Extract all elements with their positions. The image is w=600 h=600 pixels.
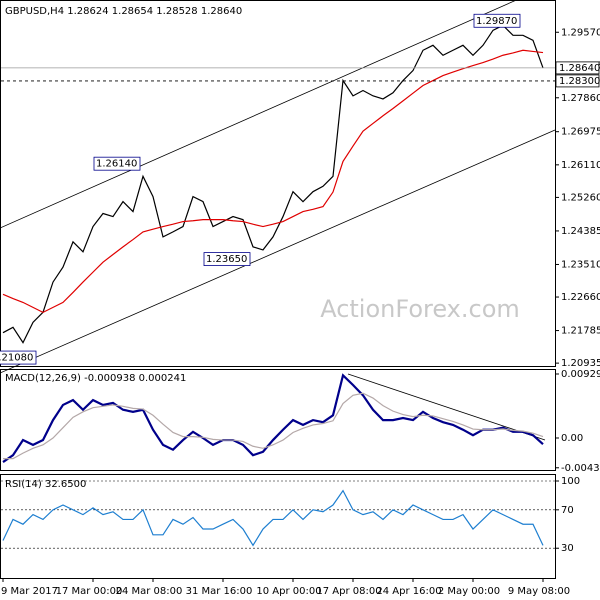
annotation: 1.23650 bbox=[206, 254, 247, 265]
x-tick-label: 24 Apr 16:00 bbox=[376, 586, 441, 597]
y-tick-label: 0.009296 bbox=[561, 369, 600, 380]
y-tick-label: 1.29570 bbox=[561, 27, 600, 38]
x-tick-label: 31 Mar 16:00 bbox=[186, 586, 253, 597]
y-tick-label: 1.22660 bbox=[561, 292, 600, 303]
price-tag: 1.28640 bbox=[559, 63, 600, 74]
x-tick-label: 10 Apr 00:00 bbox=[256, 586, 321, 597]
annotation-box bbox=[93, 156, 141, 171]
x-tick-label: 17 Apr 08:00 bbox=[316, 586, 381, 597]
x-tick-label: 9 May 08:00 bbox=[508, 586, 570, 597]
y-tick-label: 1.25260 bbox=[561, 192, 600, 203]
series-line bbox=[2, 49, 544, 314]
y-tick-label: 0.00 bbox=[561, 433, 583, 444]
y-tick-label: 1.26975 bbox=[561, 127, 600, 138]
macd-trendline bbox=[347, 373, 546, 441]
price-tag-box bbox=[555, 74, 600, 88]
x-tick-label: 2 May 00:00 bbox=[438, 586, 500, 597]
panel-title: RSI(14) 32.6500 bbox=[5, 479, 86, 490]
annotation-box bbox=[473, 13, 521, 28]
channel-lower bbox=[0, 129, 556, 374]
x-tick-label: 17 Mar 00:00 bbox=[56, 586, 123, 597]
series-line bbox=[2, 373, 544, 463]
x-tick-label: 9 Mar 2017 bbox=[1, 586, 58, 597]
macd-panel bbox=[0, 369, 556, 471]
annotation: 1.21080 bbox=[0, 353, 33, 364]
y-tick-label: 1.23510 bbox=[561, 259, 600, 270]
y-tick-label: 1.21785 bbox=[561, 326, 600, 337]
channel-upper bbox=[0, 0, 518, 229]
series-line bbox=[2, 24, 544, 344]
series-line bbox=[3, 392, 544, 460]
annotation-box bbox=[203, 252, 251, 266]
annotation: 1.29870 bbox=[476, 16, 517, 27]
annotation: 1.26140 bbox=[96, 159, 137, 170]
y-tick-label: 1.20935 bbox=[561, 358, 600, 369]
panel-title: MACD(12,26,9) -0.000938 0.000241 bbox=[5, 373, 186, 384]
price-panel bbox=[0, 0, 556, 367]
price-tag-box bbox=[555, 61, 600, 75]
panel-title: GBPUSD,H4 1.28624 1.28654 1.28528 1.2864… bbox=[5, 6, 242, 17]
watermark: ActionForex.com bbox=[320, 295, 520, 323]
y-tick-label: 1.24385 bbox=[561, 226, 600, 237]
rsi-panel bbox=[0, 474, 556, 579]
y-tick-label: 1.27860 bbox=[561, 93, 600, 104]
y-tick-label: -0.004328 bbox=[561, 463, 600, 474]
price-tag: 1.28300 bbox=[559, 76, 600, 87]
y-tick-label: 70 bbox=[561, 505, 574, 516]
annotation-box bbox=[0, 350, 37, 365]
y-tick-label: 100 bbox=[561, 476, 580, 487]
y-tick-label: 30 bbox=[561, 543, 574, 554]
x-tick-label: 24 Mar 08:00 bbox=[116, 586, 183, 597]
series-line bbox=[2, 489, 544, 547]
y-tick-label: 1.26110 bbox=[561, 160, 600, 171]
